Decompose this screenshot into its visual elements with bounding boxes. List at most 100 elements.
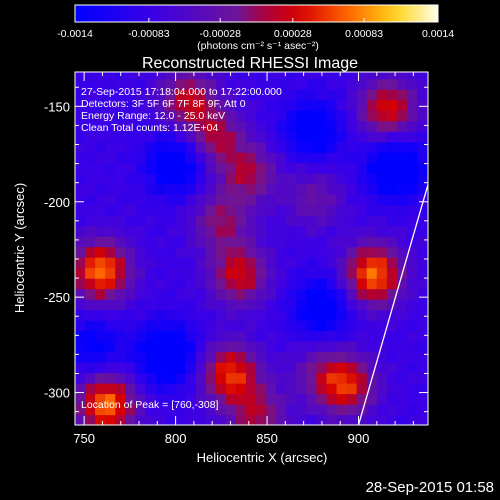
heatmap-cell (406, 278, 418, 290)
heatmap-cell (286, 141, 297, 153)
heatmap-cell (246, 320, 257, 332)
heatmap-cell (95, 78, 106, 90)
heatmap-cell (356, 120, 368, 132)
heatmap-cell (376, 225, 388, 237)
heatmap-cell (205, 372, 217, 384)
heatmap-cell (235, 215, 247, 227)
heatmap-cell (225, 341, 237, 353)
heatmap-cell (356, 183, 368, 195)
heatmap-cell (336, 183, 348, 195)
heatmap-cell (366, 267, 378, 279)
heatmap-cell (376, 404, 388, 416)
heatmap-cell (105, 99, 116, 111)
heatmap-cell (246, 372, 257, 384)
heatmap-cell (376, 372, 388, 384)
heatmap-cell (246, 288, 257, 300)
heatmap-cell (296, 278, 307, 290)
heatmap-cell (246, 236, 257, 248)
heatmap-cell (85, 351, 96, 363)
heatmap-cell (356, 225, 368, 237)
heatmap-cell (296, 393, 307, 405)
heatmap-cell (306, 72, 318, 80)
heatmap-cell (336, 393, 348, 405)
heatmap-cell (235, 309, 247, 321)
heatmap-cell (336, 152, 348, 164)
heatmap-cell (296, 309, 307, 321)
heatmap-cell (185, 225, 197, 237)
heatmap-cell (406, 194, 418, 206)
heatmap-cell (155, 194, 167, 206)
heatmap-cell (417, 204, 428, 216)
heatmap-cell (246, 225, 257, 237)
heatmap-cell (235, 78, 247, 90)
heatmap-cell (417, 351, 428, 363)
heatmap-cell (376, 246, 388, 258)
heatmap-cell (75, 372, 86, 384)
heatmap-cell (366, 99, 378, 111)
heatmap-cell (246, 72, 257, 80)
heatmap-cell (417, 414, 428, 425)
heatmap-cell (145, 383, 157, 395)
heatmap-cell (205, 278, 217, 290)
heatmap-cell (205, 194, 217, 206)
heatmap-cell (235, 131, 247, 143)
heatmap-cell (175, 183, 187, 195)
heatmap-cell (326, 194, 338, 206)
heatmap-cell (235, 257, 247, 269)
heatmap-cell (366, 404, 378, 416)
heatmap-cell (85, 372, 96, 384)
heatmap-cell (326, 204, 338, 216)
heatmap-cell (366, 299, 378, 311)
heatmap-cell (306, 288, 318, 300)
heatmap-cell (336, 236, 348, 248)
heatmap-cell (266, 309, 277, 321)
heatmap-cell (386, 120, 398, 132)
heatmap-cell (386, 383, 398, 395)
heatmap-cell (85, 99, 96, 111)
heatmap-cell (356, 404, 368, 416)
heatmap-cell (155, 341, 167, 353)
heatmap-cell (396, 383, 408, 395)
heatmap-cell (306, 341, 318, 353)
heatmap-cell (195, 278, 207, 290)
heatmap-cell (356, 383, 368, 395)
heatmap-cell (376, 141, 388, 153)
heatmap-cell (85, 299, 96, 311)
heatmap-cell (306, 393, 318, 405)
heatmap-cell (135, 152, 147, 164)
heatmap-cell (316, 299, 328, 311)
plot-frame (74, 71, 429, 426)
heatmap-cell (125, 99, 136, 111)
heatmap-cell (356, 309, 368, 321)
heatmap-cell (105, 351, 116, 363)
heatmap-cell (286, 404, 297, 416)
heatmap-cell (175, 372, 187, 384)
heatmap-cell (215, 330, 227, 342)
heatmap-cell (135, 141, 147, 153)
heatmap-cell (427, 99, 428, 111)
heatmap-cell (316, 267, 328, 279)
heatmap-cell (205, 141, 217, 153)
heatmap-cell (85, 362, 96, 374)
heatmap-cell (235, 152, 247, 164)
heatmap-cell (346, 288, 358, 300)
heatmap-cell (135, 278, 147, 290)
heatmap-cell (406, 225, 418, 237)
heatmap-cell (75, 120, 86, 132)
heatmap-cell (366, 225, 378, 237)
heatmap-cell (366, 204, 378, 216)
chart-title: Reconstructed RHESSI Image (142, 55, 358, 72)
heatmap-cell (125, 89, 136, 101)
heatmap-cell (135, 110, 147, 122)
heatmap-cell (316, 236, 328, 248)
heatmap-cell (296, 320, 307, 332)
heatmap-cell (215, 152, 227, 164)
heatmap-cell (85, 383, 96, 395)
heatmap-cell (205, 267, 217, 279)
heatmap-cell (75, 414, 86, 425)
heatmap-cell (427, 383, 428, 395)
heatmap-cell (215, 72, 227, 80)
heatmap-cell (115, 204, 126, 216)
heatmap-cell (286, 383, 297, 395)
heatmap-cell (256, 110, 267, 122)
